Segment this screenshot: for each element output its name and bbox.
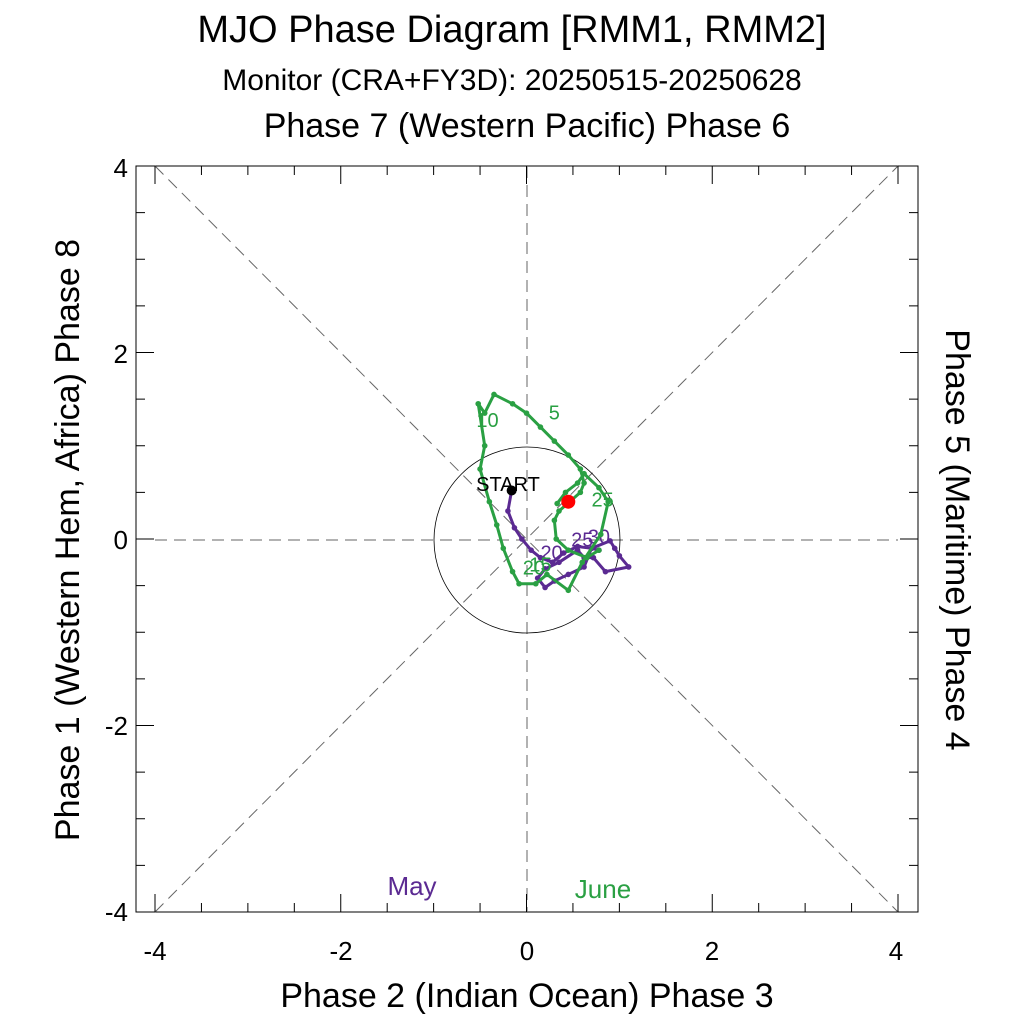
y-tick-label: -2 xyxy=(105,711,128,741)
x-tick-label: 4 xyxy=(889,936,903,966)
axis-ticks xyxy=(136,165,918,913)
data-point xyxy=(581,564,587,570)
data-point xyxy=(500,545,507,552)
data-point xyxy=(542,584,548,591)
data-point xyxy=(577,489,584,496)
data-point xyxy=(481,410,488,416)
data-point xyxy=(596,547,602,553)
data-point xyxy=(611,545,618,552)
day-label: 15 xyxy=(529,555,551,577)
data-point xyxy=(596,484,602,491)
end-marker xyxy=(561,494,576,509)
day-label: 20 xyxy=(540,543,562,565)
data-point xyxy=(493,522,500,528)
unit-circle xyxy=(433,446,621,634)
data-point xyxy=(475,400,482,407)
data-point xyxy=(577,466,584,472)
phase-label-left: Phase 1 (Western Hem, Africa) Phase 8 xyxy=(49,239,87,841)
phase-label-bottom: Phase 2 (Indian Ocean) Phase 3 xyxy=(280,977,773,1015)
data-point xyxy=(505,508,511,514)
data-point xyxy=(481,442,488,449)
data-point xyxy=(574,547,581,553)
data-point xyxy=(554,500,560,507)
data-point xyxy=(477,466,483,472)
data-point xyxy=(542,566,548,572)
chart-title: MJO Phase Diagram [RMM1, RMM2] xyxy=(197,9,826,51)
data-point xyxy=(605,498,612,505)
data-point xyxy=(565,452,572,458)
data-point xyxy=(549,559,556,566)
data-point xyxy=(486,498,493,505)
guide-diagonal-a xyxy=(154,165,899,913)
day-label: 5 xyxy=(549,403,560,425)
phase-label-top: Phase 7 (Western Pacific) Phase 6 xyxy=(264,107,791,145)
y-tick-label: 0 xyxy=(114,525,128,555)
x-tick-label: 2 xyxy=(705,936,719,966)
data-point xyxy=(551,438,558,444)
data-point xyxy=(537,554,544,561)
x-tick-label: -4 xyxy=(143,936,166,966)
data-point xyxy=(560,550,567,556)
data-point xyxy=(579,559,586,566)
data-point xyxy=(616,552,623,559)
data-point xyxy=(556,559,562,566)
data-point xyxy=(562,489,569,496)
x-tick-labels: -4 -2 0 2 4 xyxy=(143,936,903,966)
day-label: 10 xyxy=(476,410,498,432)
data-point xyxy=(607,538,613,544)
data-point xyxy=(544,571,550,578)
data-point xyxy=(581,480,587,486)
may-legend-label: May xyxy=(387,871,436,901)
data-point xyxy=(532,580,539,587)
x-tick-label: -2 xyxy=(329,936,352,966)
data-point xyxy=(523,410,530,416)
data-point xyxy=(528,547,534,553)
start-marker xyxy=(506,485,517,496)
day-label: 25 xyxy=(571,529,593,551)
day-label: 20 xyxy=(523,557,545,579)
y-tick-label: 2 xyxy=(114,339,128,369)
y-tick-label: -4 xyxy=(105,897,128,927)
phase-guides xyxy=(154,165,899,913)
data-point xyxy=(509,400,516,407)
data-point xyxy=(553,536,560,542)
june-legend-label: June xyxy=(575,874,631,904)
x-tick-label: 0 xyxy=(520,936,534,966)
y-tick-label: 4 xyxy=(114,153,128,183)
data-point xyxy=(519,536,525,542)
data-point xyxy=(565,571,572,578)
data-point xyxy=(565,547,572,553)
guide-diagonal-b xyxy=(154,165,899,913)
data-point xyxy=(511,525,518,531)
data-point xyxy=(551,517,558,524)
day-label: 25 xyxy=(592,489,614,511)
chart-subtitle: Monitor (CRA+FY3D): 20250515-20250628 xyxy=(222,64,802,97)
data-point xyxy=(516,580,522,587)
data-point xyxy=(602,568,609,575)
data-point xyxy=(565,587,572,594)
y-tick-labels: -4 -2 0 2 4 xyxy=(105,153,128,927)
data-point xyxy=(491,391,497,398)
data-point xyxy=(509,568,516,575)
data-point xyxy=(581,470,587,477)
start-label: START xyxy=(476,474,540,496)
data-point xyxy=(625,564,632,570)
data-point xyxy=(584,554,590,561)
data-point xyxy=(537,424,544,430)
data-point xyxy=(598,531,604,538)
phase-label-right: Phase 5 (Maritime) Phase 4 xyxy=(938,329,976,750)
data-point xyxy=(556,508,562,514)
data-point xyxy=(574,480,581,486)
